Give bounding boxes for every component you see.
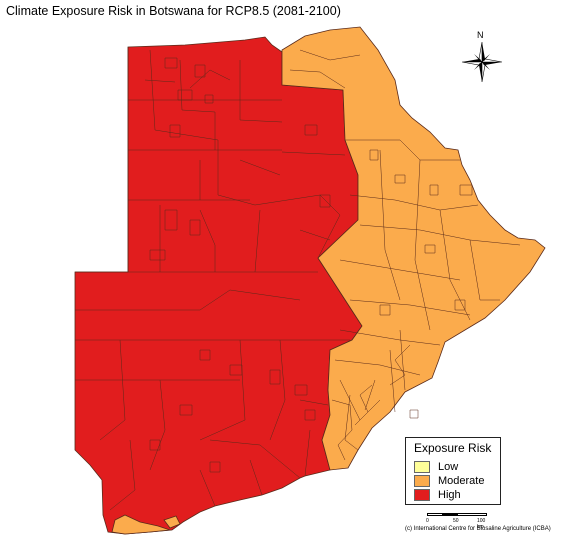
scale-segment-2: [442, 513, 458, 516]
credit-text: (c) International Centre for Biosaline A…: [405, 526, 551, 532]
scale-segment-1: [427, 513, 443, 516]
district-boundaries: [75, 47, 521, 511]
legend-label-low: Low: [438, 460, 459, 473]
legend-label-high: High: [438, 488, 461, 501]
north-arrow: N: [458, 30, 506, 88]
legend-swatch-high: [414, 488, 430, 501]
moderate-risk-region: [281, 26, 546, 471]
legend-swatch-moderate: [414, 474, 430, 487]
legend: Exposure Risk Low Moderate High: [405, 437, 501, 505]
scale-bar: 0 50 100 km: [426, 513, 489, 530]
legend-label-moderate: Moderate: [438, 474, 485, 487]
scale-tick-50: 50: [453, 518, 459, 524]
north-letter: N: [477, 30, 484, 40]
legend-item-low: Low: [414, 460, 458, 473]
legend-title: Exposure Risk: [414, 441, 492, 455]
moderate-risk-patch-south-2: [163, 515, 181, 529]
legend-item-moderate: Moderate: [414, 474, 484, 487]
scale-segment-3: [457, 513, 487, 516]
moderate-risk-patch-south: [111, 514, 171, 535]
map-title: Climate Exposure Risk in Botswana for RC…: [6, 4, 341, 18]
high-risk-region: [74, 36, 363, 535]
legend-item-high: High: [414, 488, 461, 501]
legend-swatch-low: [414, 460, 430, 473]
scale-tick-0: 0: [426, 518, 429, 524]
compass-rose-icon: [461, 41, 503, 83]
scale-tick-100: 100 km: [477, 518, 486, 530]
